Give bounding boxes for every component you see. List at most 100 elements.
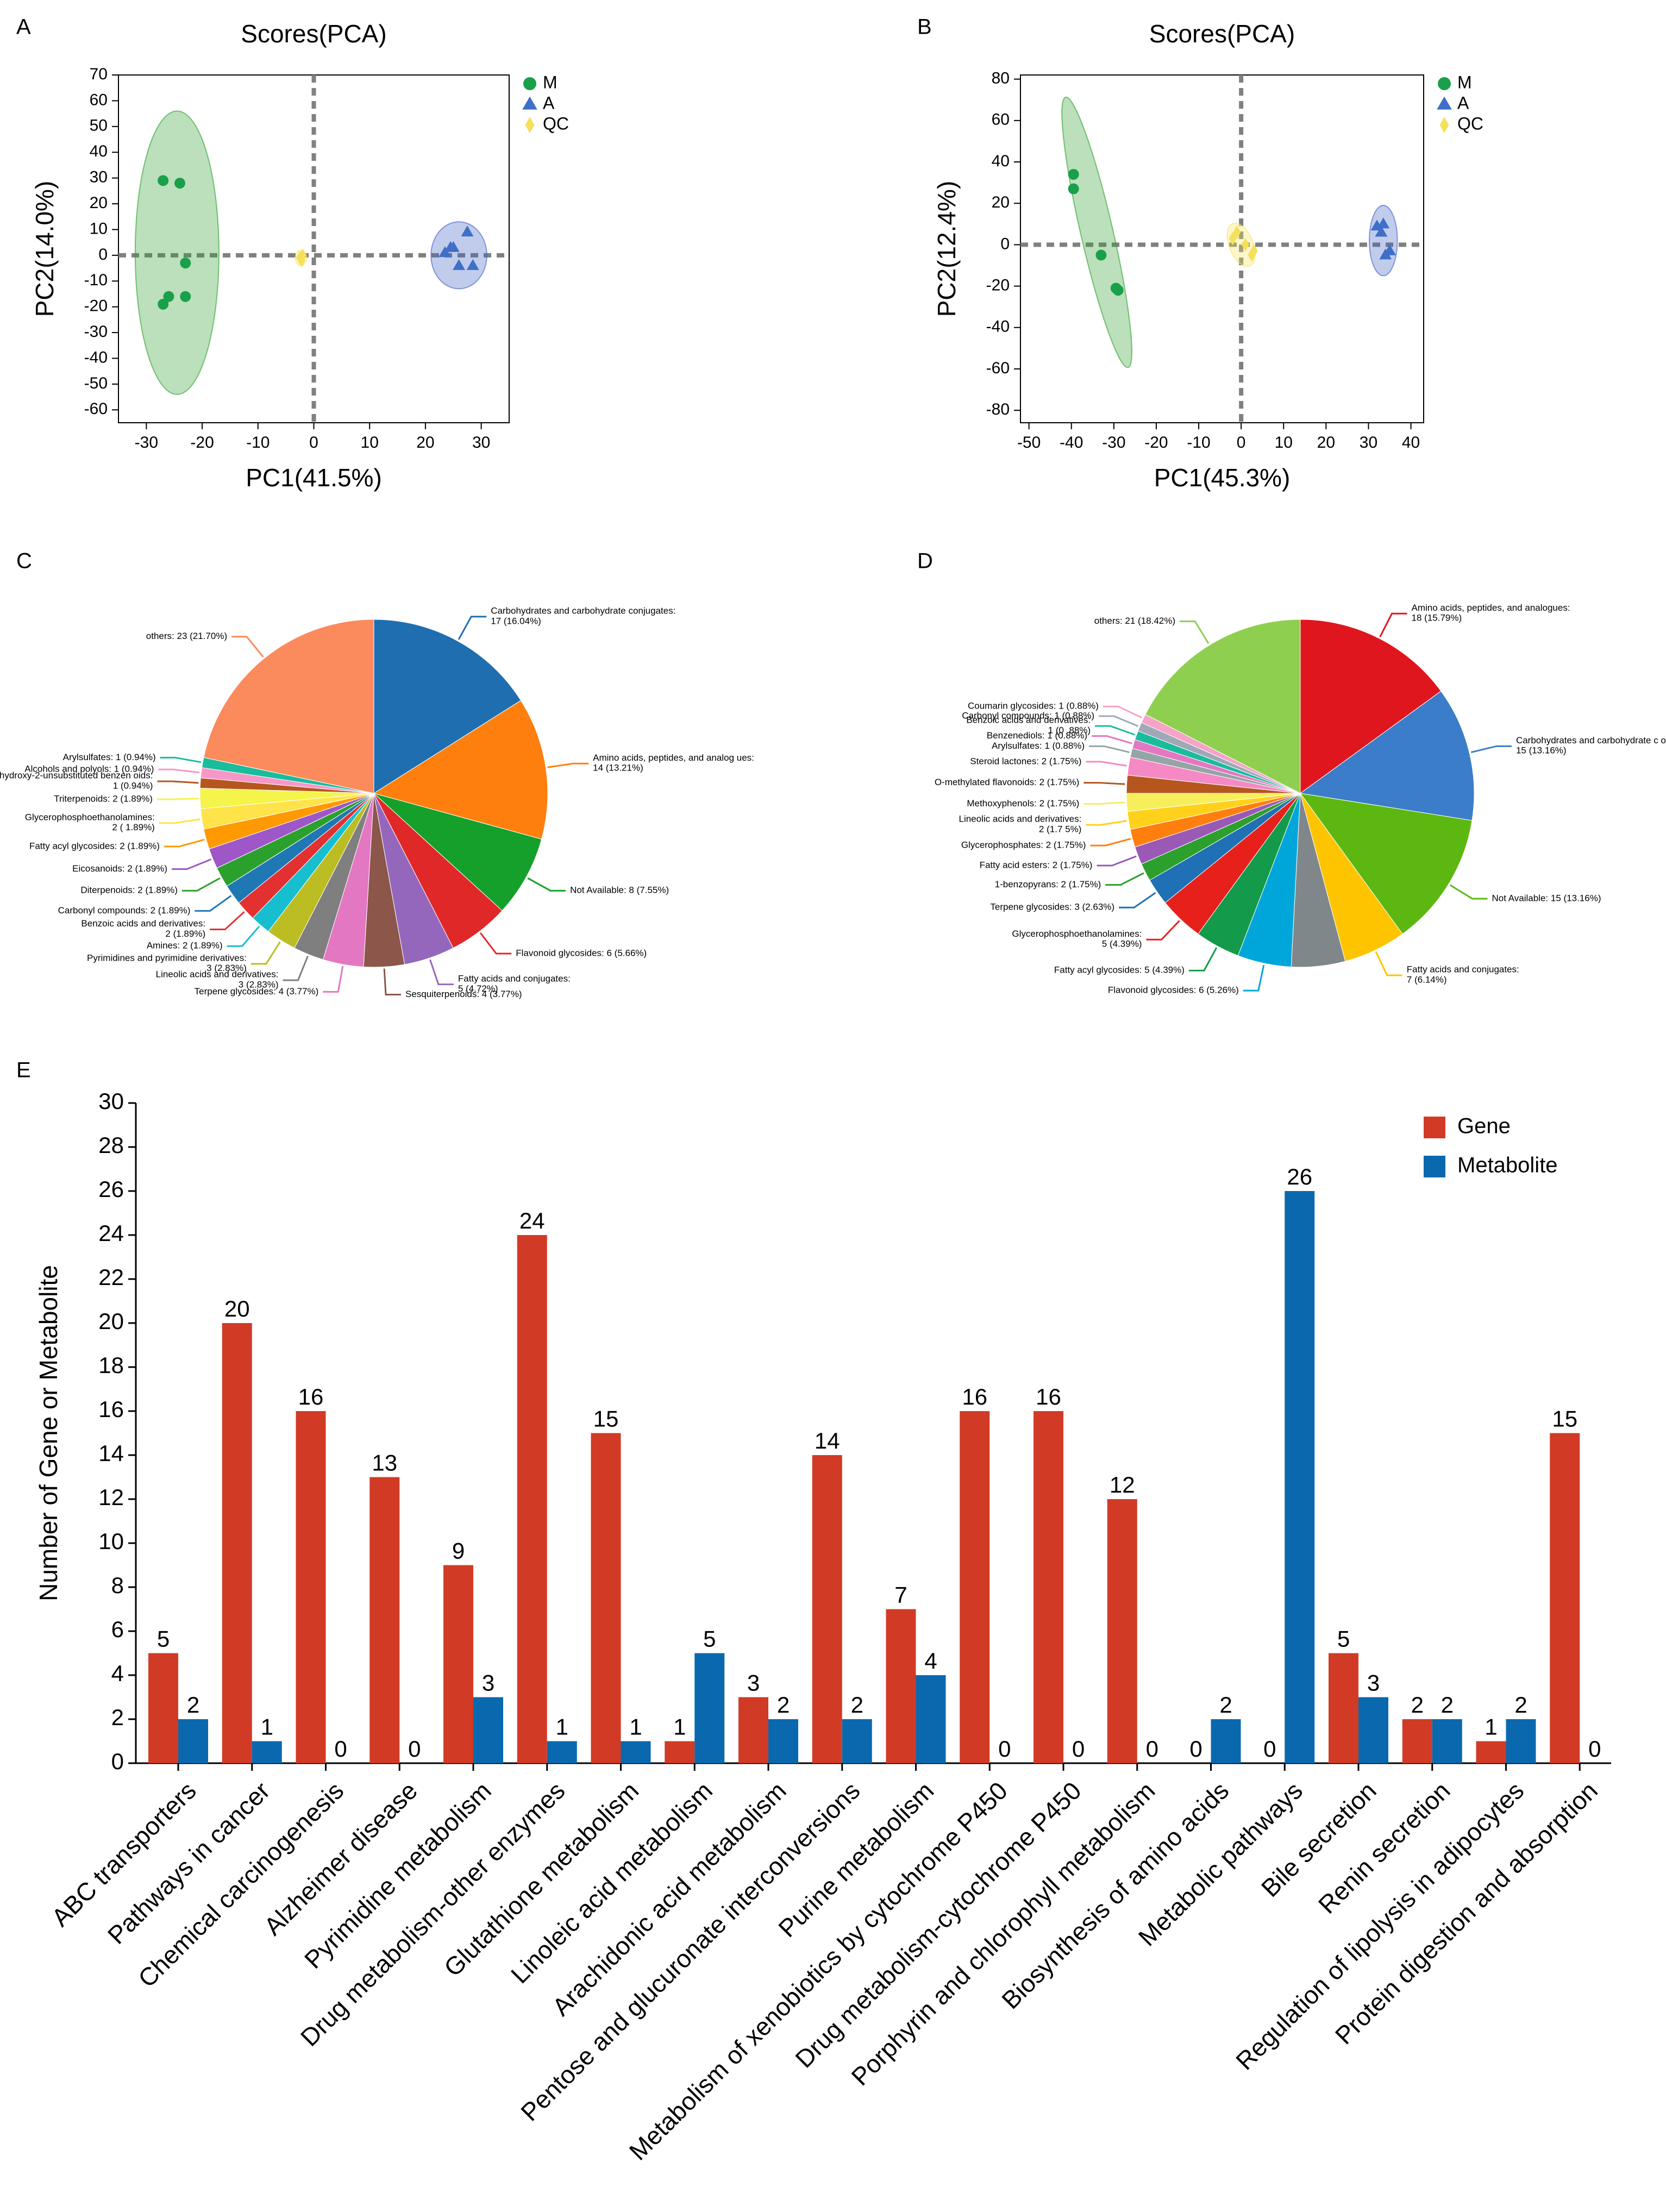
y-tick-label: 8 xyxy=(111,1572,124,1598)
slice-label: Flavonoid glycosides: 6 (5.66%) xyxy=(516,948,647,958)
slice-label: Arylsulfates: 1 (0.88%) xyxy=(992,741,1085,751)
bar-gene xyxy=(1550,1433,1580,1763)
y-tick-label: 28 xyxy=(98,1132,124,1158)
bar-value-label: 20 xyxy=(224,1296,250,1321)
x-tick-label: -10 xyxy=(246,434,270,452)
leader-line xyxy=(527,877,566,892)
legend-label-QC: QC xyxy=(543,114,569,133)
y-axis-label: PC2(12.4%) xyxy=(932,181,961,317)
slice-label-line: 3 (2.83%) xyxy=(239,980,279,990)
confidence-ellipse-A xyxy=(1369,205,1398,277)
leader-line xyxy=(1449,884,1488,900)
slice-label: Pyrimidines and pyrimidine derivatives: 3… xyxy=(87,953,247,974)
legend-label-gene: Gene xyxy=(1457,1114,1511,1138)
slice-label-line: Carbohydrates and carbohydrate conjugate… xyxy=(491,606,675,616)
x-tick-label: 10 xyxy=(1275,434,1293,452)
leader-line xyxy=(283,955,309,981)
y-tick-label: 70 xyxy=(90,65,108,83)
y-tick-label: -30 xyxy=(84,323,108,341)
bar-value-label: 3 xyxy=(747,1670,760,1696)
panel-label-D: D xyxy=(917,549,933,573)
slice-label-line: 1-hydroxy-2-unsubstituted benzen oids: xyxy=(0,770,153,781)
slice-label-line: Amino acids, peptides, and analog ues: xyxy=(593,753,754,763)
y-tick-label: -20 xyxy=(986,276,1010,294)
leader-line xyxy=(164,838,205,848)
x-tick-label: -20 xyxy=(190,434,214,452)
leader-line xyxy=(1099,715,1138,727)
bar-metabolite xyxy=(621,1741,651,1763)
slice-label: Lineolic acids and derivatives: 2 (1.7 5%… xyxy=(959,814,1082,835)
bar-value-label: 2 xyxy=(851,1692,863,1718)
slice-label: Amino acids, peptides, and analogues: 18 … xyxy=(1412,603,1570,623)
leader-line xyxy=(547,762,589,768)
leader-line xyxy=(227,925,260,947)
leader-line xyxy=(1180,621,1210,644)
bar-value-label: 2 xyxy=(1411,1692,1424,1718)
slice-label-line: 1 (0 .88%) xyxy=(1048,725,1091,736)
y-tick-label: 80 xyxy=(992,70,1010,87)
slice-label: Carbohydrates and carbohydrate conjugate… xyxy=(491,606,675,626)
slice-label: Glycerophosphoethanolamines: 2 ( 1.89%) xyxy=(25,812,155,833)
bar-value-label: 5 xyxy=(1337,1626,1350,1652)
panel-label-E: E xyxy=(16,1058,31,1082)
point-A xyxy=(466,259,479,270)
y-tick-label: -60 xyxy=(84,400,108,418)
slice-label: Fatty acyl glycosides: 2 (1.89%) xyxy=(29,841,160,851)
leader-line xyxy=(158,768,200,774)
slice-label: Amino acids, peptides, and analog ues: 14… xyxy=(593,753,754,773)
leader-line xyxy=(458,616,487,640)
slice-label: Carbohydrates and carbohydrate c onjugat… xyxy=(1516,735,1666,756)
point-QC xyxy=(1250,244,1258,258)
slice-label: Carbonyl compounds: 2 (1.89%) xyxy=(58,905,191,916)
slice-label: Triterpenoids: 2 (1.89%) xyxy=(54,793,153,804)
y-tick-label: 60 xyxy=(992,111,1010,129)
leader-line xyxy=(172,859,212,870)
plot-frame xyxy=(1020,74,1424,423)
slice-label-line: Pyrimidines and pyrimidine derivatives: xyxy=(87,953,247,963)
leader-line xyxy=(1119,892,1156,908)
bar-gene xyxy=(369,1477,400,1763)
point-M xyxy=(163,291,174,302)
y-tick-label: 20 xyxy=(98,1308,124,1334)
slice-label: Arylsulfates: 1 (0.94%) xyxy=(63,752,156,762)
slice-label-line: Glycerophosphoethanolamines: xyxy=(25,812,155,823)
x-tick-label: -30 xyxy=(1102,434,1125,452)
slice-label-line: Benzoic acids and derivatives: xyxy=(966,715,1091,725)
slice-label: Not Available: 15 (13.16%) xyxy=(1492,893,1601,903)
slice-label: Lineolic acids and derivatives: 3 (2.83%) xyxy=(156,969,279,990)
confidence-ellipse-A xyxy=(430,221,487,290)
legend-marker-A xyxy=(1437,96,1452,110)
slice-label-line: 7 (6.14%) xyxy=(1407,975,1447,985)
bar-value-label: 0 xyxy=(998,1736,1011,1762)
legend-marker-QC xyxy=(1439,117,1449,133)
bar-value-label: 1 xyxy=(556,1714,568,1740)
y-tick-label: -20 xyxy=(84,297,108,315)
bar-metabolite xyxy=(1285,1191,1315,1763)
legend-label-A: A xyxy=(543,93,555,112)
slice-label-line: Glycerophosphoethanolamines: xyxy=(1012,929,1142,939)
slice-label: Glycerophosphates: 2 (1.75%) xyxy=(961,840,1086,850)
y-tick-label: -80 xyxy=(986,400,1010,418)
leader-line xyxy=(1470,745,1512,754)
chart-title: Scores(PCA) xyxy=(241,20,386,48)
bar-gene xyxy=(1107,1499,1137,1763)
bar-gene xyxy=(222,1323,252,1763)
legend-swatch-metabolite xyxy=(1424,1156,1445,1177)
bar-value-label: 1 xyxy=(673,1714,686,1740)
leader-line xyxy=(1086,820,1128,826)
slice-label-line: Lineolic acids and derivatives: xyxy=(959,814,1082,824)
chart-title: Scores(PCA) xyxy=(1149,20,1295,48)
point-M xyxy=(158,298,169,310)
bar-value-label: 15 xyxy=(593,1406,619,1432)
bar-metabolite xyxy=(473,1697,503,1763)
y-tick-label: 10 xyxy=(98,1528,124,1554)
y-tick-label: 30 xyxy=(90,168,108,186)
leader-line xyxy=(231,636,264,657)
legend: MA QC xyxy=(522,72,569,133)
x-tick-label: -50 xyxy=(1017,434,1041,452)
slice-label-line: 15 (13.16%) xyxy=(1516,745,1567,756)
x-axis: -30 -20 -10 0 10 20 30 xyxy=(135,423,490,452)
leader-line xyxy=(479,932,512,955)
slice-label-line: 18 (15.79%) xyxy=(1412,613,1462,623)
